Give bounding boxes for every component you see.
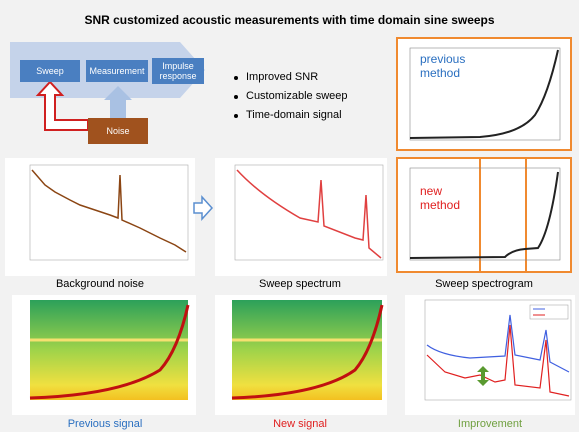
axes <box>424 299 572 401</box>
sweep-trace <box>29 304 190 400</box>
new-method-label: new method <box>420 184 461 212</box>
title: SNR customized acoustic measurements wit… <box>84 13 495 27</box>
measurement-box: Measurement <box>86 60 148 82</box>
previous-method-label: previous method <box>420 52 466 80</box>
caption: Background noise <box>55 278 145 290</box>
sweep-box: Sweep <box>20 60 80 82</box>
sweep-trace <box>231 304 384 400</box>
sweep-curve <box>236 169 382 259</box>
noise-arrow-up <box>104 86 132 118</box>
previous-method-frame <box>396 37 572 151</box>
spectrogram <box>232 300 382 400</box>
axes <box>29 164 189 261</box>
axes <box>234 164 384 261</box>
impulse-box: Impulse response <box>152 58 204 84</box>
bullet: Customizable sweep <box>232 87 348 106</box>
bullet-dot <box>234 95 238 99</box>
bullet-dot <box>234 114 238 118</box>
new-curve <box>426 324 570 397</box>
noise-curve <box>31 169 187 253</box>
caption: Improvement <box>457 418 523 430</box>
new-method-frame <box>396 157 572 273</box>
improvement-arrow <box>477 366 489 386</box>
bullet: Time-domain signal <box>232 106 348 125</box>
curve <box>409 49 559 139</box>
spectrogram <box>30 300 188 400</box>
legend <box>529 304 569 320</box>
noise-box: Noise <box>88 118 148 144</box>
plot-bg <box>215 158 387 276</box>
caption: Sweep spectrogram <box>435 278 533 290</box>
plot-bg <box>5 158 195 276</box>
curve <box>409 171 559 259</box>
axes <box>409 167 561 261</box>
feedback-arrow <box>35 80 89 131</box>
caption: Previous signal <box>67 418 143 430</box>
caption: Sweep spectrum <box>259 278 341 290</box>
bullet-list: Improved SNR Customizable sweep Time-domai… <box>232 68 348 125</box>
bullet-dot <box>234 76 238 80</box>
caption: New signal <box>273 418 327 430</box>
arrow <box>193 195 214 221</box>
old-curve <box>426 314 570 373</box>
axes <box>409 47 561 141</box>
bullet: Improved SNR <box>232 68 348 87</box>
